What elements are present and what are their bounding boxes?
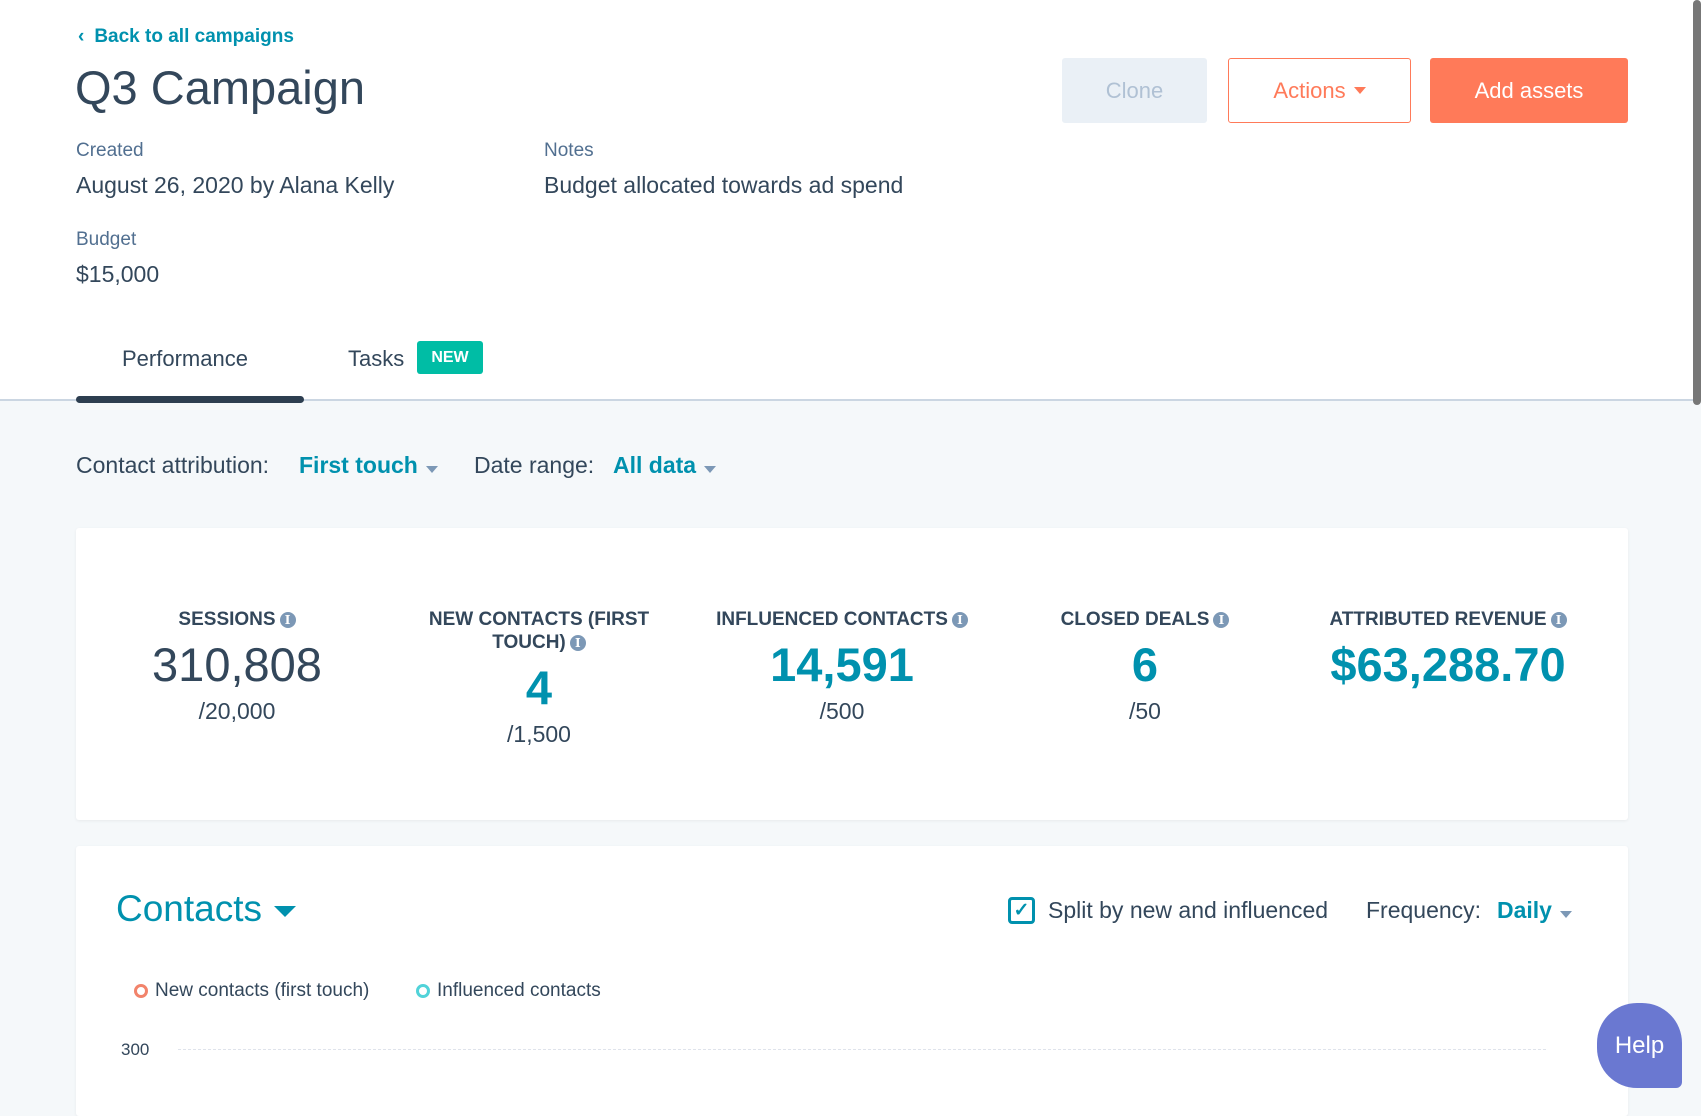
y-tick-label: 300 [121, 1040, 150, 1059]
caret-down-icon [425, 466, 438, 473]
stat-value[interactable]: $63,288.70 [1330, 638, 1566, 691]
add-assets-button[interactable]: Add assets [1430, 58, 1628, 123]
stat-goal: /500 [819, 698, 865, 724]
info-icon[interactable]: i [1550, 611, 1567, 628]
campaign-header [0, 0, 1701, 401]
legend-influenced-contacts[interactable]: Influenced contacts [416, 980, 601, 1002]
tab-performance[interactable]: Performance [122, 346, 248, 371]
caret-down-icon [704, 466, 717, 473]
stat-value: 310,808 [152, 638, 322, 691]
gridline [178, 1049, 1546, 1050]
caret-down-icon [1559, 911, 1572, 918]
stat-value[interactable]: 14,591 [770, 638, 914, 691]
stat-goal: /1,500 [507, 721, 571, 747]
stat-attributed-revenue: Attributed revenue i $63,288.70 [1288, 608, 1608, 692]
created-label: Created [76, 140, 144, 161]
page-title: Q3 Campaign [75, 61, 365, 114]
stats-card [76, 528, 1628, 820]
contacts-report-dropdown[interactable]: Contacts [116, 888, 297, 930]
clone-button[interactable]: Clone [1062, 58, 1207, 123]
back-link[interactable]: ‹ Back to all campaigns [78, 26, 294, 47]
stat-sessions: Sessions i 310,808 /20,000 [97, 608, 377, 725]
info-icon[interactable]: i [951, 611, 968, 628]
split-checkbox[interactable]: ✓ [1008, 897, 1035, 924]
circle-icon [134, 983, 148, 998]
frequency-label: Frequency: [1366, 897, 1482, 923]
created-value: August 26, 2020 by Alana Kelly [76, 172, 395, 198]
chevron-left-icon: ‹ [78, 26, 85, 47]
info-icon[interactable]: i [569, 634, 586, 651]
help-button[interactable]: Help [1597, 1003, 1682, 1088]
scrollbar[interactable] [1693, 0, 1701, 405]
checkmark-icon: ✓ [1013, 900, 1030, 921]
legend-new-contacts[interactable]: New contacts (first touch) [134, 980, 369, 1002]
stat-value[interactable]: 6 [1131, 638, 1159, 691]
stat-goal: /50 [1129, 698, 1161, 724]
notes-value: Budget allocated towards ad spend [544, 172, 904, 198]
stat-value[interactable]: 4 [525, 661, 553, 714]
date-range-dropdown[interactable]: All data [613, 452, 717, 479]
circle-icon [416, 983, 430, 998]
active-tab-indicator [76, 396, 304, 403]
split-label: Split by new and influenced [1048, 897, 1329, 923]
stat-goal: /20,000 [198, 698, 276, 724]
contacts-card [76, 846, 1628, 1116]
info-icon[interactable]: i [1213, 611, 1230, 628]
budget-value: $15,000 [76, 261, 160, 287]
caret-down-icon [274, 905, 297, 917]
stat-influenced-contacts: Influenced contacts i 14,591 /500 [702, 608, 982, 725]
notes-label: Notes [544, 140, 594, 161]
info-icon[interactable]: i [279, 611, 296, 628]
frequency-dropdown[interactable]: Daily [1497, 897, 1572, 924]
new-badge: NEW [417, 341, 483, 374]
attribution-label: Contact attribution: [76, 452, 270, 478]
tab-tasks[interactable]: Tasks [348, 346, 405, 371]
date-range-label: Date range: [474, 452, 595, 478]
caret-down-icon [1353, 87, 1366, 94]
attribution-dropdown[interactable]: First touch [299, 452, 438, 479]
stat-new-contacts: New contacts (first touch) i 4 /1,500 [399, 608, 679, 748]
budget-label: Budget [76, 229, 137, 250]
actions-button[interactable]: Actions [1228, 58, 1411, 123]
stat-closed-deals: Closed deals i 6 /50 [1005, 608, 1285, 725]
